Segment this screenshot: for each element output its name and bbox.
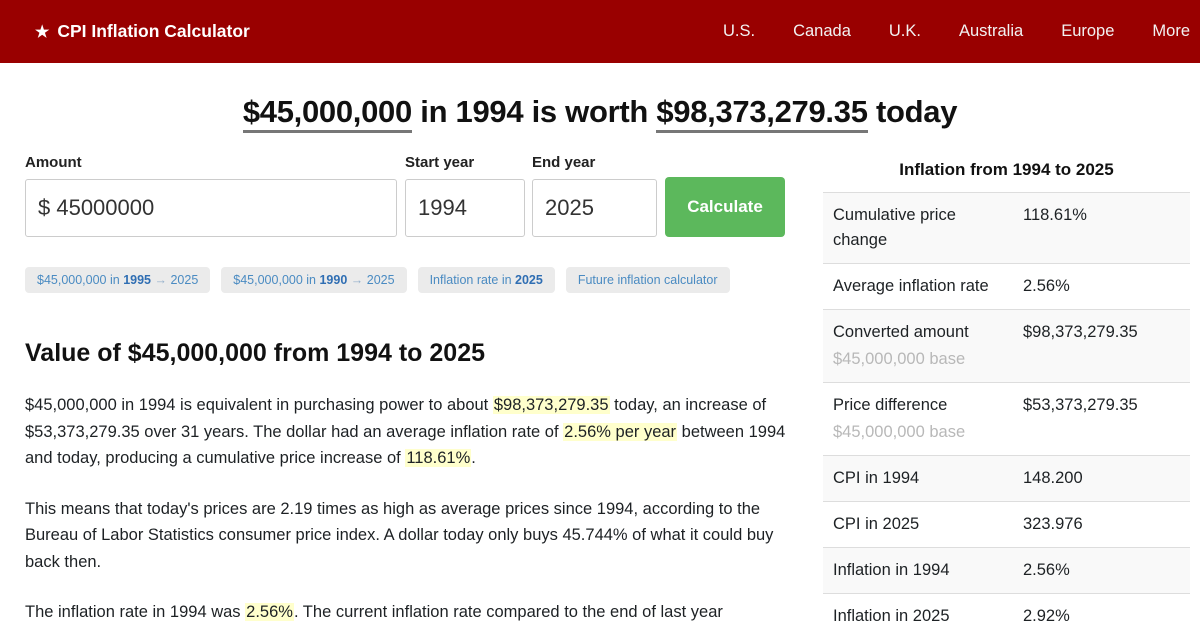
amount-label: Amount	[25, 154, 82, 171]
table-row: Inflation in 1994 2.56%	[823, 547, 1190, 594]
chip-year: 1990	[319, 273, 348, 287]
chip-text: $45,000,000 in	[233, 273, 320, 287]
chip-year: 1995	[123, 273, 152, 287]
chip-year: 2025	[515, 273, 543, 287]
highlighted-1994-rate: 2.56%	[245, 603, 294, 621]
right-arrow-icon: →	[347, 273, 367, 287]
paragraph-equivalence: $45,000,000 in 1994 is equivalent in pur…	[25, 392, 790, 472]
start-year-input[interactable]	[405, 179, 525, 237]
related-links: $45,000,000 in 1995 → 2025 $45,000,000 i…	[25, 267, 790, 293]
row-value: 2.92%	[1023, 607, 1070, 625]
row-label: Cumulative price change	[833, 206, 956, 249]
nav-item-canada[interactable]: Canada	[793, 22, 851, 40]
paragraph-buying-power: This means that today's prices are 2.19 …	[25, 499, 774, 571]
row-label: Inflation in 2025	[833, 607, 950, 625]
table-row: Cumulative price change 118.61%	[823, 192, 1190, 264]
related-link-1995[interactable]: $45,000,000 in 1995 → 2025	[25, 267, 211, 293]
row-label: Price difference $45,000,000 base	[823, 383, 1013, 456]
text-segment: . The current inflation rate compared to…	[293, 603, 723, 621]
title-middle: in 1994 is worth	[411, 94, 657, 129]
row-value: $98,373,279.35	[1023, 323, 1138, 341]
table-row: Price difference $45,000,000 base $53,373…	[823, 382, 1190, 456]
table-row: Average inflation rate 2.56%	[823, 263, 1190, 310]
row-value: 2.56%	[1023, 277, 1070, 295]
summary-sidebar: Inflation from 1994 to 2025 Cumulative p…	[823, 154, 1190, 630]
inflation-calculator-form: Amount Start year End year Calculate	[25, 154, 790, 237]
title-result: $98,373,279.35	[656, 94, 868, 133]
inflation-summary-table: Cumulative price change 118.61% Average …	[823, 192, 1190, 630]
highlighted-cumulative-change: 118.61%	[405, 449, 472, 467]
top-navigation-bar: ★ CPI Inflation Calculator U.S. Canada U.…	[0, 0, 1200, 63]
section-heading: Value of $45,000,000 from 1994 to 2025	[25, 339, 485, 367]
row-label: Converted amount $45,000,000 base	[823, 310, 1013, 383]
nav-item-uk[interactable]: U.K.	[888, 22, 921, 40]
end-year-label: End year	[532, 154, 596, 171]
table-row: CPI in 1994 148.200	[823, 455, 1190, 502]
row-value: 148.200	[1023, 469, 1083, 487]
chip-text: $45,000,000 in	[37, 273, 124, 287]
row-value: 2.56%	[1023, 561, 1070, 579]
title-amount: $45,000,000	[242, 94, 412, 133]
content-area: Amount Start year End year Calculate $45…	[0, 154, 1200, 630]
related-link-1990[interactable]: $45,000,000 in 1990 → 2025	[221, 267, 407, 293]
related-link-inflation-rate[interactable]: Inflation rate in 2025	[417, 267, 555, 293]
star-icon: ★	[35, 24, 50, 41]
right-arrow-icon: →	[151, 273, 171, 287]
row-value: 323.976	[1023, 515, 1083, 533]
calculate-button[interactable]: Calculate	[665, 177, 785, 237]
table-row: Converted amount $45,000,000 base $98,373…	[823, 309, 1190, 383]
chip-end-year: 2025	[170, 273, 199, 287]
row-label-text: Converted amount	[833, 323, 969, 341]
table-row: Inflation in 2025 2.92%	[823, 593, 1190, 630]
row-sub-label: $45,000,000 base	[833, 350, 966, 368]
row-label: Inflation in 1994	[833, 561, 950, 579]
nav-item-europe[interactable]: Europe	[1061, 22, 1115, 40]
nav-item-australia[interactable]: Australia	[958, 22, 1024, 40]
top-nav-menu: U.S. Canada U.K. Australia Europe More	[685, 22, 1190, 41]
main-column: Amount Start year End year Calculate $45…	[25, 154, 790, 630]
brand-home-link[interactable]: ★ CPI Inflation Calculator	[35, 21, 250, 42]
row-label-text: Price difference	[833, 396, 948, 414]
brand-label: CPI Inflation Calculator	[57, 21, 250, 41]
row-value: $53,373,279.35	[1023, 396, 1138, 414]
row-label: Average inflation rate	[833, 277, 989, 295]
text-segment: $45,000,000 in 1994 is equivalent in pur…	[25, 396, 493, 414]
text-segment: The inflation rate in 1994 was	[25, 603, 246, 621]
summary-table-title: Inflation from 1994 to 2025	[899, 160, 1114, 179]
nav-item-us[interactable]: U.S.	[722, 22, 756, 40]
page-title: $45,000,000 in 1994 is worth $98,373,279…	[20, 94, 1180, 133]
row-value: 118.61%	[1023, 206, 1087, 224]
chip-end-year: 2025	[366, 273, 395, 287]
start-year-label: Start year	[405, 154, 475, 171]
table-row: CPI in 2025 323.976	[823, 501, 1190, 548]
text-segment: today, an increase of $53,373,279.35 ove…	[25, 396, 767, 441]
row-label: CPI in 2025	[833, 515, 920, 533]
highlighted-avg-rate: 2.56% per year	[563, 422, 678, 441]
text-segment: .	[471, 449, 476, 467]
text-segment: between 1994 and today, producing a cumu…	[25, 422, 786, 468]
row-label: CPI in 1994	[833, 469, 920, 487]
chip-text: Future inflation calculator	[577, 273, 718, 287]
amount-input[interactable]	[25, 179, 397, 237]
highlighted-result-amount: $98,373,279.35	[492, 396, 610, 414]
related-link-future-calculator[interactable]: Future inflation calculator	[565, 267, 730, 293]
nav-item-more[interactable]: More	[1152, 22, 1190, 40]
title-suffix: today	[867, 94, 958, 129]
chip-text: Inflation rate in	[429, 273, 516, 287]
end-year-input[interactable]	[532, 179, 657, 237]
row-sub-label: $45,000,000 base	[833, 423, 966, 441]
paragraph-inflation-rate: The inflation rate in 1994 was 2.56%. Th…	[25, 599, 790, 626]
